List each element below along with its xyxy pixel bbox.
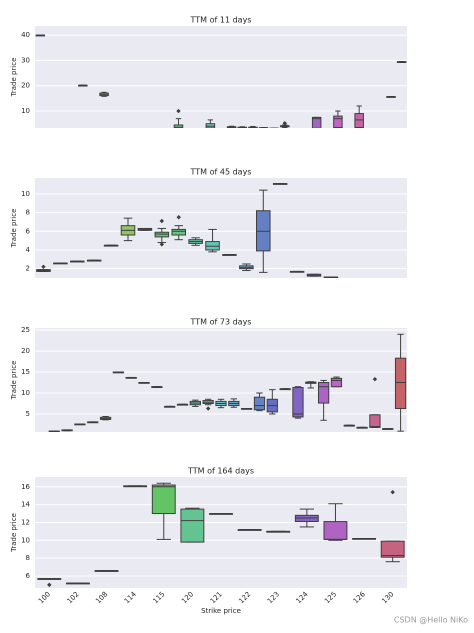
- x-tick-label: 126: [352, 590, 367, 605]
- outlier: [176, 215, 181, 220]
- y-tick-label: 15: [21, 368, 30, 376]
- x-tick-label: 123: [266, 590, 281, 605]
- outlier: [159, 218, 165, 224]
- y-tick-label: 2: [26, 265, 30, 273]
- box-layer: [48, 333, 407, 432]
- y-axis-label: Trade price: [10, 209, 18, 249]
- watermark: CSDN @Hello NiKo: [394, 616, 468, 625]
- subplot-title: TTM of 73 days: [190, 318, 252, 327]
- y-tick-label: 25: [21, 326, 30, 334]
- subplot: TTM of 164 days Trade price 6 8 10 12 14 16 100 1…: [10, 467, 407, 615]
- y-tick-label: 10: [21, 389, 30, 397]
- y-tick-label: 14: [21, 501, 30, 509]
- y-axis-label: Trade price: [10, 513, 18, 553]
- y-tick-label: 8: [26, 209, 30, 217]
- box: [171, 228, 186, 236]
- y-tick-label: 4: [26, 246, 31, 254]
- box: [330, 377, 343, 388]
- x-tick-label: 108: [94, 590, 109, 605]
- box: [151, 484, 176, 515]
- x-tick-label: 121: [209, 590, 224, 605]
- y-tick-label: 12: [21, 518, 30, 526]
- box: [317, 382, 330, 404]
- box: [394, 357, 407, 410]
- x-tick-label: 114: [123, 590, 138, 605]
- y-tick-label: 10: [21, 536, 30, 544]
- subplot-title: TTM of 45 days: [190, 168, 252, 177]
- x-tick-label: 115: [151, 590, 166, 605]
- box: [333, 115, 343, 128]
- y-axis-label: Trade price: [10, 58, 18, 98]
- outlier: [159, 242, 165, 247]
- box: [173, 124, 184, 128]
- y-axis-label: Trade price: [10, 361, 18, 401]
- outlier: [176, 108, 181, 114]
- box: [323, 521, 348, 540]
- box: [369, 414, 381, 428]
- y-tick-label: 6: [26, 227, 31, 235]
- x-tick-label: 125: [323, 590, 338, 605]
- box-layer: [37, 482, 405, 588]
- outlier: [41, 264, 46, 269]
- box: [180, 508, 205, 543]
- y-tick-label: 40: [21, 31, 30, 39]
- y-tick-label: 20: [21, 82, 30, 90]
- plot-background: [35, 178, 407, 278]
- x-tick-label: 100: [37, 590, 52, 605]
- y-tick-label: 30: [21, 56, 30, 64]
- plot-background: [35, 26, 407, 128]
- x-tick-label: 124: [295, 590, 310, 605]
- x-tick-label: 120: [180, 590, 195, 605]
- box-layer: [35, 34, 407, 128]
- y-tick-label: 8: [26, 554, 30, 562]
- x-tick-label: 122: [237, 590, 252, 605]
- outlier: [390, 489, 395, 495]
- box: [380, 540, 405, 558]
- subplot-title: TTM of 164 days: [187, 467, 254, 476]
- box: [269, 127, 279, 128]
- subplot: TTM of 45 days Trade price 2 4 6 8 10: [10, 168, 407, 278]
- plot-background: [35, 328, 407, 432]
- plot-background: [35, 477, 407, 588]
- box: [354, 113, 364, 128]
- box: [311, 116, 322, 128]
- outlier: [372, 376, 378, 382]
- outlier: [47, 582, 52, 588]
- y-tick-label: 20: [21, 347, 30, 355]
- y-tick-label: 16: [21, 483, 30, 491]
- box: [292, 387, 304, 418]
- subplot: TTM of 73 days Trade price 5 10 15 20 25: [10, 318, 407, 432]
- y-tick-label: 6: [26, 572, 31, 580]
- outlier: [282, 120, 287, 126]
- y-tick-label: 10: [21, 107, 30, 115]
- box-layer: [36, 183, 339, 278]
- subplot-title: TTM of 11 days: [190, 16, 252, 25]
- subplot: TTM of 11 days Trade price 10 20 30 40: [10, 16, 407, 128]
- y-tick-label: 10: [21, 190, 30, 198]
- x-axis-label: Strike price: [201, 607, 241, 615]
- outlier: [205, 406, 211, 411]
- box: [253, 396, 266, 411]
- y-tick-label: 5: [26, 410, 30, 418]
- x-tick-label: 102: [66, 590, 81, 605]
- x-tick-label: 130: [380, 590, 395, 605]
